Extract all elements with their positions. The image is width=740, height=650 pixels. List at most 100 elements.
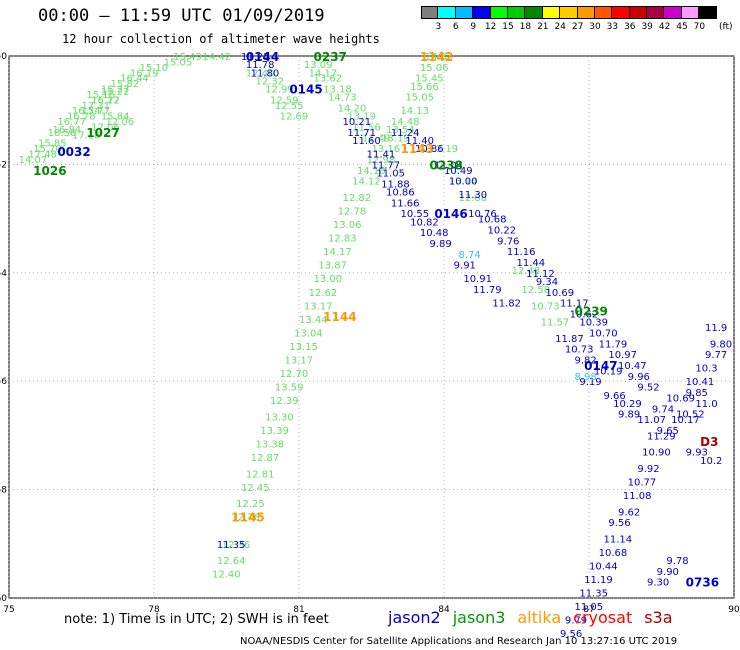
scale-swatch xyxy=(594,6,613,19)
data-point: 14.17 xyxy=(309,68,338,79)
data-point: 13.87 xyxy=(318,261,347,272)
scale-swatch xyxy=(490,6,508,19)
data-point: 11.40 xyxy=(405,136,434,147)
y-tick-label: -52 xyxy=(0,160,7,170)
data-point: 11.14 xyxy=(604,534,633,545)
data-point: 9.93 xyxy=(686,448,708,459)
pass-label: 1142 xyxy=(420,50,453,64)
scale-unit: (ft) xyxy=(719,22,733,32)
data-point: 10.17 xyxy=(671,415,700,426)
pass-label: 1145 xyxy=(231,511,264,525)
scale-label: 42 xyxy=(658,22,671,32)
data-point: 9.78 xyxy=(666,556,688,567)
scale-swatch xyxy=(507,6,526,19)
data-point: 14.07 xyxy=(19,155,48,166)
legend-cryosat: cryosat xyxy=(573,608,633,627)
data-point: 10.41 xyxy=(686,377,715,388)
footer-note: note: 1) Time is in UTC; 2) SWH is in fe… xyxy=(64,612,329,627)
scale-swatch xyxy=(525,6,543,19)
scale-swatch xyxy=(455,6,474,19)
data-point: 14.17 xyxy=(323,247,352,258)
data-point: 16.78 xyxy=(67,112,96,123)
data-point: 10.86 xyxy=(415,144,444,155)
data-point: 9.66 xyxy=(604,391,626,402)
data-point: 10.52 xyxy=(676,410,705,421)
data-point: 11.80 xyxy=(251,68,280,79)
data-point: 10.69 xyxy=(666,393,695,404)
scale-swatch xyxy=(542,6,561,19)
scale-swatch xyxy=(612,6,630,19)
data-point: 15.22 xyxy=(101,87,130,98)
scale-label: 33 xyxy=(606,22,619,32)
data-point: 9.91 xyxy=(454,261,476,272)
data-point: 16.44 xyxy=(120,74,149,85)
data-point: 13.09 xyxy=(304,60,333,71)
data-point: 11.57 xyxy=(541,318,570,329)
scale-label: 15 xyxy=(502,22,514,32)
data-point: 9.56 xyxy=(560,629,582,640)
x-tick-label: 84 xyxy=(438,605,450,615)
pass-label: 0145 xyxy=(289,83,322,97)
data-point: 13.62 xyxy=(314,74,343,85)
data-point: 10.73 xyxy=(531,301,560,312)
data-point: 11.44 xyxy=(517,258,546,269)
data-point: 9.77 xyxy=(705,350,727,361)
legend-jason2: jason2 xyxy=(388,608,441,627)
pass-label: 1144 xyxy=(323,310,356,324)
scale-swatch xyxy=(438,6,456,19)
scale-swatch xyxy=(647,6,665,19)
scale-label: 12 xyxy=(484,22,497,32)
data-point: 11.79 xyxy=(473,285,502,296)
data-point: 12.32 xyxy=(256,76,285,87)
data-point: 12.82 xyxy=(343,193,372,204)
scale-swatch xyxy=(681,6,700,19)
data-point: 12.59 xyxy=(270,95,299,106)
scale-label: 24 xyxy=(554,22,566,32)
data-point: 9.74 xyxy=(652,404,674,415)
legend-altika: altika xyxy=(517,608,562,627)
data-point: 12.39 xyxy=(270,396,299,407)
data-point: 14.13 xyxy=(401,106,430,117)
data-point: 12.81 xyxy=(246,469,275,480)
data-point: 12.69 xyxy=(280,112,309,123)
data-point: 13.59 xyxy=(275,383,304,394)
data-point: 12.70 xyxy=(280,369,309,380)
data-point: 13.14 xyxy=(449,177,478,188)
pass-label: 0237 xyxy=(314,50,347,64)
scale-swatch xyxy=(560,6,578,19)
data-point: 11.49 xyxy=(362,133,391,144)
data-point: 12.40 xyxy=(212,570,241,581)
data-point: 12.87 xyxy=(251,453,280,464)
data-point: 10.77 xyxy=(628,477,657,488)
scale-swatch xyxy=(473,6,491,19)
data-point: 9.76 xyxy=(497,236,519,247)
data-point: 10.21 xyxy=(343,117,372,128)
data-point: 9.30 xyxy=(647,578,669,589)
data-point: 16.77 xyxy=(57,117,86,128)
data-point: 15.16 xyxy=(86,90,115,101)
data-point: 15.10 xyxy=(140,63,169,74)
data-point: 10.39 xyxy=(579,318,608,329)
data-point: 15.84 xyxy=(101,112,130,123)
data-point: 10.47 xyxy=(618,361,647,372)
data-point: 11.25 xyxy=(241,52,270,63)
data-point: 12.45 xyxy=(241,483,270,494)
data-point: 10.48 xyxy=(420,228,449,239)
data-point: 17.48 xyxy=(28,150,57,161)
data-point: 10.2 xyxy=(700,456,722,467)
data-point: 11.05 xyxy=(376,169,405,180)
data-point: 11.19 xyxy=(584,575,613,586)
pass-label: 1027 xyxy=(86,126,119,140)
data-point: 13.38 xyxy=(256,440,285,451)
data-point: 12.99 xyxy=(265,85,294,96)
data-point: 12.25 xyxy=(236,499,265,510)
data-point: 15.85 xyxy=(38,139,67,150)
data-point: 12.58 xyxy=(521,285,550,296)
data-point: 15.05 xyxy=(164,57,193,68)
data-point: 16.74 xyxy=(72,106,101,117)
data-point: 13.06 xyxy=(333,220,362,231)
data-point: 11.78 xyxy=(246,60,275,71)
data-point: 9.34 xyxy=(536,277,558,288)
y-tick-label: -58 xyxy=(0,486,7,496)
data-point: 10.82 xyxy=(410,217,439,228)
